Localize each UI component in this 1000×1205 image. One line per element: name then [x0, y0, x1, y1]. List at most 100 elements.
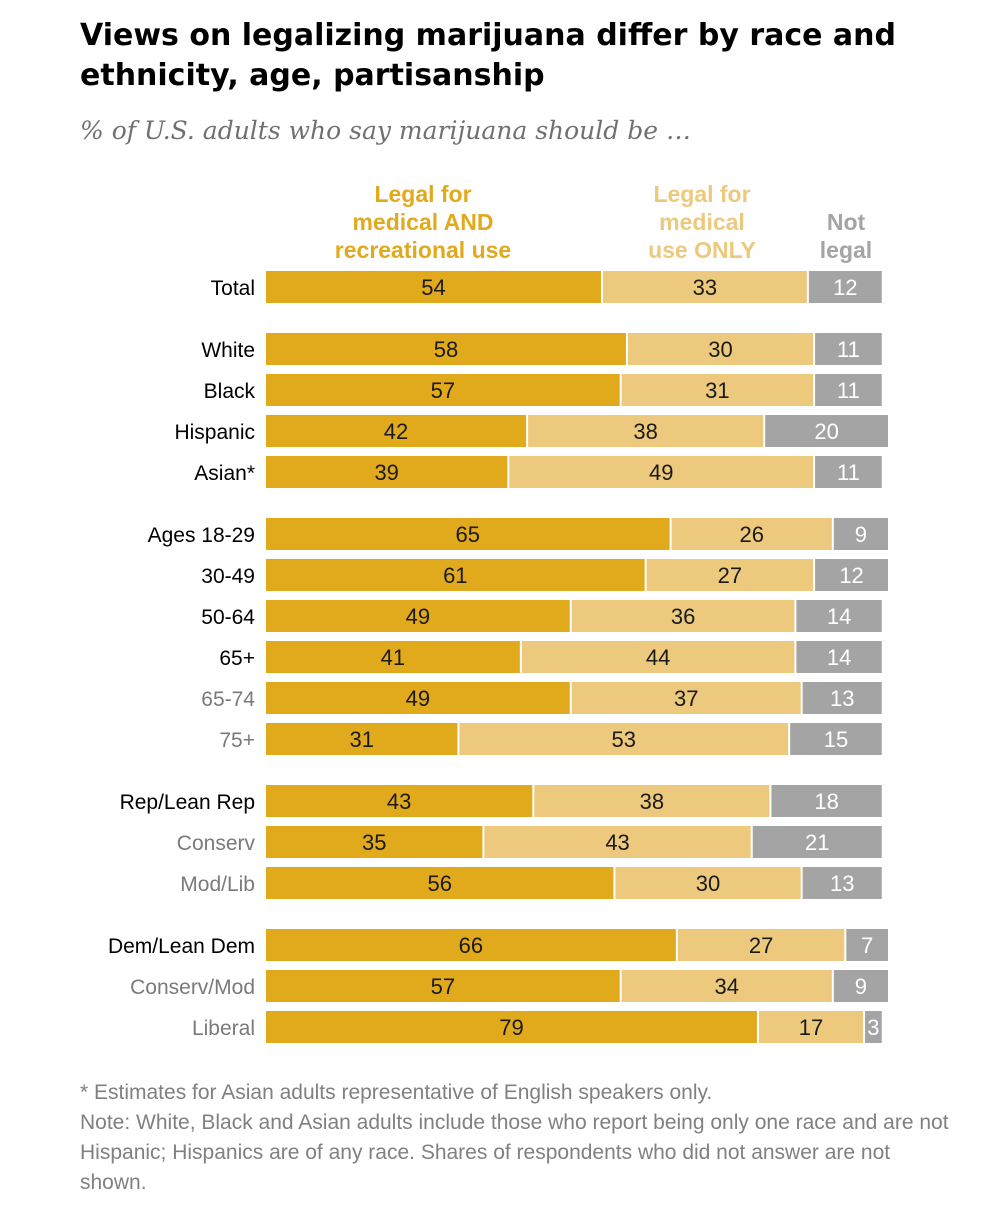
value-label-not-legal: 13	[830, 871, 854, 896]
value-label-medical-only: 17	[799, 1015, 823, 1040]
value-label-not-legal: 21	[805, 830, 829, 855]
value-label-medical-and-recreational: 65	[456, 522, 480, 547]
chart-subtitle: % of U.S. adults who say marijuana shoul…	[80, 116, 691, 145]
value-label-not-legal: 9	[855, 974, 867, 999]
bar-segment-not-legal	[833, 518, 888, 550]
value-label-not-legal: 7	[861, 933, 873, 958]
value-label-medical-only: 31	[705, 378, 729, 403]
bar-segment-medical-and-recreational	[266, 785, 533, 817]
value-label-medical-only: 43	[605, 830, 629, 855]
legend-line: use ONLY	[648, 237, 756, 263]
category-label: 30-49	[201, 565, 255, 588]
legend-line: legal	[819, 237, 873, 263]
value-label-medical-and-recreational: 35	[362, 830, 386, 855]
bar-segment-not-legal	[815, 374, 882, 406]
bar-segment-medical-and-recreational	[266, 867, 614, 899]
value-label-medical-and-recreational: 31	[349, 727, 373, 752]
value-label-medical-and-recreational: 56	[427, 871, 451, 896]
value-label-not-legal: 11	[837, 337, 860, 362]
bar-segment-not-legal	[771, 785, 882, 817]
legend-line: Legal for	[653, 181, 751, 207]
bar-segment-not-legal	[802, 682, 882, 714]
bar-segment-medical-and-recreational	[266, 929, 676, 961]
value-label-not-legal: 11	[837, 378, 860, 403]
value-label-medical-only: 30	[708, 337, 732, 362]
category-label: 50-64	[201, 606, 255, 629]
bar-segment-medical-and-recreational	[266, 641, 520, 673]
category-label: Dem/Lean Dem	[108, 935, 255, 958]
category-label: Black	[204, 380, 256, 403]
value-label-not-legal: 18	[814, 789, 838, 814]
value-label-medical-and-recreational: 58	[434, 337, 458, 362]
value-label-medical-and-recreational: 49	[406, 686, 430, 711]
category-label: Asian*	[194, 462, 255, 485]
bar-segment-medical-and-recreational	[266, 600, 570, 632]
bar-segment-medical-and-recreational	[266, 1011, 757, 1043]
bar-segment-not-legal	[815, 456, 882, 488]
bar-segment-medical-only	[528, 415, 764, 447]
bar-segment-not-legal	[815, 333, 882, 365]
bar-segment-medical-only	[627, 333, 814, 365]
value-label-medical-and-recreational: 61	[443, 563, 467, 588]
value-label-not-legal: 14	[827, 604, 851, 629]
value-label-medical-only: 37	[674, 686, 698, 711]
category-label: 65-74	[201, 688, 255, 711]
category-label: Mod/Lib	[180, 873, 255, 896]
bar-segment-medical-only	[484, 826, 751, 858]
bar-segment-medical-and-recreational	[266, 271, 601, 303]
legend-line: medical AND	[352, 209, 494, 235]
value-label-medical-and-recreational: 41	[381, 645, 405, 670]
value-label-medical-only: 53	[612, 727, 636, 752]
footnotes: * Estimates for Asian adults representat…	[80, 1078, 960, 1198]
value-label-not-legal: 3	[867, 1015, 879, 1040]
value-label-medical-and-recreational: 49	[406, 604, 430, 629]
value-label-medical-only: 38	[633, 419, 657, 444]
bar-segment-medical-and-recreational	[266, 826, 483, 858]
bar-segment-medical-and-recreational	[266, 682, 570, 714]
bar-segment-medical-only	[646, 559, 814, 591]
bar-segment-not-legal	[865, 1011, 882, 1043]
value-label-not-legal: 12	[839, 563, 863, 588]
value-label-not-legal: 11	[837, 460, 860, 485]
legend-line: medical	[659, 209, 745, 235]
value-label-medical-only: 44	[646, 645, 670, 670]
bar-segment-medical-and-recreational	[266, 723, 458, 755]
category-label: Hispanic	[174, 421, 255, 444]
category-label: Conserv/Mod	[130, 976, 255, 999]
value-label-not-legal: 15	[824, 727, 848, 752]
category-label: White	[201, 339, 255, 362]
value-label-not-legal: 20	[814, 419, 838, 444]
value-label-medical-and-recreational: 79	[499, 1015, 523, 1040]
bar-segment-not-legal	[790, 723, 882, 755]
footnote-asterisk: * Estimates for Asian adults representat…	[80, 1081, 713, 1104]
bar-segment-medical-only	[509, 456, 814, 488]
value-label-medical-only: 38	[640, 789, 664, 814]
value-label-not-legal: 9	[855, 522, 867, 547]
value-label-not-legal: 12	[833, 275, 857, 300]
value-label-not-legal: 13	[830, 686, 854, 711]
legend-line: Not	[826, 209, 866, 235]
value-label-medical-and-recreational: 57	[431, 974, 455, 999]
bar-segment-medical-only	[459, 723, 789, 755]
bar-segment-medical-and-recreational	[266, 374, 620, 406]
value-label-medical-only: 34	[715, 974, 739, 999]
value-label-medical-only: 33	[693, 275, 717, 300]
bar-segment-medical-only	[615, 867, 801, 899]
category-label: Conserv	[177, 832, 256, 855]
legend-line: recreational use	[334, 237, 512, 263]
bar-segment-not-legal	[833, 970, 888, 1002]
bar-segment-medical-only	[677, 929, 845, 961]
bar-segment-medical-and-recreational	[266, 518, 670, 550]
bar-segment-not-legal	[802, 867, 882, 899]
value-label-medical-only: 49	[649, 460, 673, 485]
chart-title: Views on legalizing marijuana differ by …	[80, 18, 897, 93]
category-label: Liberal	[192, 1017, 255, 1040]
bar-segment-not-legal	[752, 826, 882, 858]
bar-segment-not-legal	[846, 929, 888, 961]
bar-segment-medical-only	[534, 785, 770, 817]
bar-segment-medical-only	[758, 1011, 864, 1043]
bar-segment-medical-and-recreational	[266, 970, 620, 1002]
bar-segment-medical-and-recreational	[266, 415, 527, 447]
legend-line: Legal for	[374, 181, 472, 207]
value-label-medical-only: 27	[718, 563, 742, 588]
